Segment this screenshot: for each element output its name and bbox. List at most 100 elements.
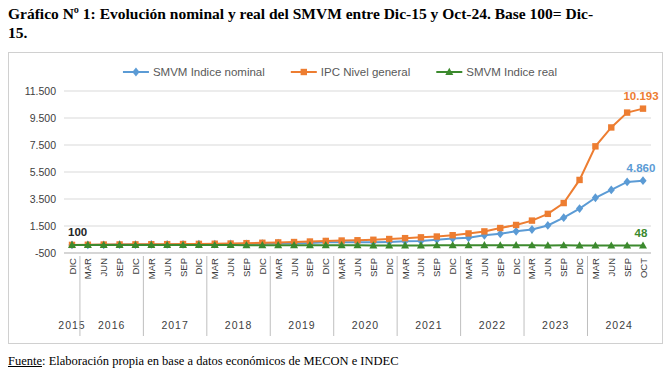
marker xyxy=(497,225,503,231)
year-separator xyxy=(587,256,588,336)
marker xyxy=(131,241,139,248)
x-tick-label: MAR xyxy=(526,258,537,279)
grid-line xyxy=(64,91,651,92)
marker xyxy=(481,228,487,234)
series-line xyxy=(72,109,643,245)
grid-line xyxy=(64,253,651,254)
marker xyxy=(242,241,250,248)
marker xyxy=(639,241,647,248)
y-tick-label: -500 xyxy=(35,247,56,259)
marker xyxy=(211,241,219,248)
year-label: 2024 xyxy=(606,319,633,331)
marker xyxy=(576,241,584,248)
marker xyxy=(560,200,566,206)
marker xyxy=(545,211,551,217)
marker xyxy=(338,241,346,248)
x-tick-label: JUN xyxy=(415,258,426,277)
year-label: 2022 xyxy=(479,319,506,331)
y-tick-label: 9.500 xyxy=(30,112,56,124)
y-tick-label: 11.500 xyxy=(25,85,56,97)
chart: -5001.5003.5005.5007.5009.50011.500DICMA… xyxy=(0,0,672,380)
x-tick-label: DIC xyxy=(320,258,331,275)
marker xyxy=(623,241,631,248)
marker xyxy=(591,241,599,248)
x-tick-label: MAR xyxy=(273,258,284,279)
marker xyxy=(529,217,535,223)
y-tick-label: 3.500 xyxy=(30,193,56,205)
year-label: 2016 xyxy=(98,319,125,331)
year-label: 2020 xyxy=(352,319,379,331)
marker xyxy=(69,242,75,248)
marker xyxy=(369,241,377,248)
year-separator xyxy=(79,256,80,336)
x-tick-label: JUN xyxy=(225,258,236,277)
data-label: 10.193 xyxy=(623,90,658,102)
marker xyxy=(227,240,234,249)
marker xyxy=(465,241,473,248)
source-text: : Elaboración propia en base a datos eco… xyxy=(42,354,399,368)
series-line xyxy=(72,181,643,245)
x-tick-label: JUN xyxy=(98,258,109,277)
marker xyxy=(290,239,297,248)
x-tick-label: MAR xyxy=(82,258,93,279)
marker xyxy=(100,241,108,248)
x-tick-label: JUN xyxy=(606,258,617,277)
legend-label: SMVM Indice real xyxy=(466,66,557,78)
marker xyxy=(445,68,453,75)
x-tick-label: DIC xyxy=(384,258,395,275)
marker xyxy=(354,241,362,248)
marker xyxy=(544,221,551,230)
marker xyxy=(274,241,282,248)
marker xyxy=(258,241,266,248)
marker xyxy=(417,241,425,248)
marker xyxy=(624,109,630,115)
x-axis-line xyxy=(64,253,651,254)
x-tick-label: MAR xyxy=(209,258,220,279)
marker xyxy=(163,241,171,248)
x-tick-label: DIC xyxy=(511,258,522,275)
x-tick-label: MAR xyxy=(146,258,157,279)
marker xyxy=(449,241,457,248)
marker xyxy=(322,241,330,248)
x-tick-label: MAR xyxy=(463,258,474,279)
marker xyxy=(306,241,314,248)
marker xyxy=(275,239,282,248)
x-tick-label: SEP xyxy=(431,258,442,277)
marker xyxy=(259,239,266,248)
marker xyxy=(640,105,646,111)
x-tick-label: DIC xyxy=(67,258,78,275)
x-tick-label: SEP xyxy=(495,258,506,277)
chart-frame xyxy=(9,53,663,344)
year-label: 2023 xyxy=(542,319,569,331)
marker xyxy=(639,176,646,185)
marker xyxy=(592,193,599,202)
year-label: 2018 xyxy=(225,319,252,331)
year-label: 2019 xyxy=(288,319,315,331)
marker xyxy=(196,241,202,247)
year-label: 2017 xyxy=(161,319,188,331)
marker xyxy=(480,241,488,248)
x-tick-label: DIC xyxy=(257,258,268,275)
marker xyxy=(401,241,409,248)
x-tick-label: MAR xyxy=(336,258,347,279)
year-separator xyxy=(143,256,144,336)
marker xyxy=(528,225,535,234)
data-label: 48 xyxy=(635,227,648,239)
x-tick-label: MAR xyxy=(400,258,411,279)
year-separator xyxy=(206,256,207,336)
marker xyxy=(84,241,92,248)
marker xyxy=(301,69,307,75)
marker xyxy=(195,241,203,248)
x-tick-label: MAR xyxy=(590,258,601,279)
y-tick-label: 7.500 xyxy=(30,139,56,151)
x-tick-label: DIC xyxy=(447,258,458,275)
x-tick-label: SEP xyxy=(114,258,125,277)
marker xyxy=(560,213,567,222)
data-label: 4.860 xyxy=(627,162,656,174)
grid-line xyxy=(64,199,651,200)
source-label: Fuente xyxy=(8,354,42,368)
x-tick-label: DIC xyxy=(130,258,141,275)
grid-line xyxy=(64,145,651,146)
year-separator xyxy=(460,256,461,336)
x-tick-label: JUN xyxy=(162,258,173,277)
